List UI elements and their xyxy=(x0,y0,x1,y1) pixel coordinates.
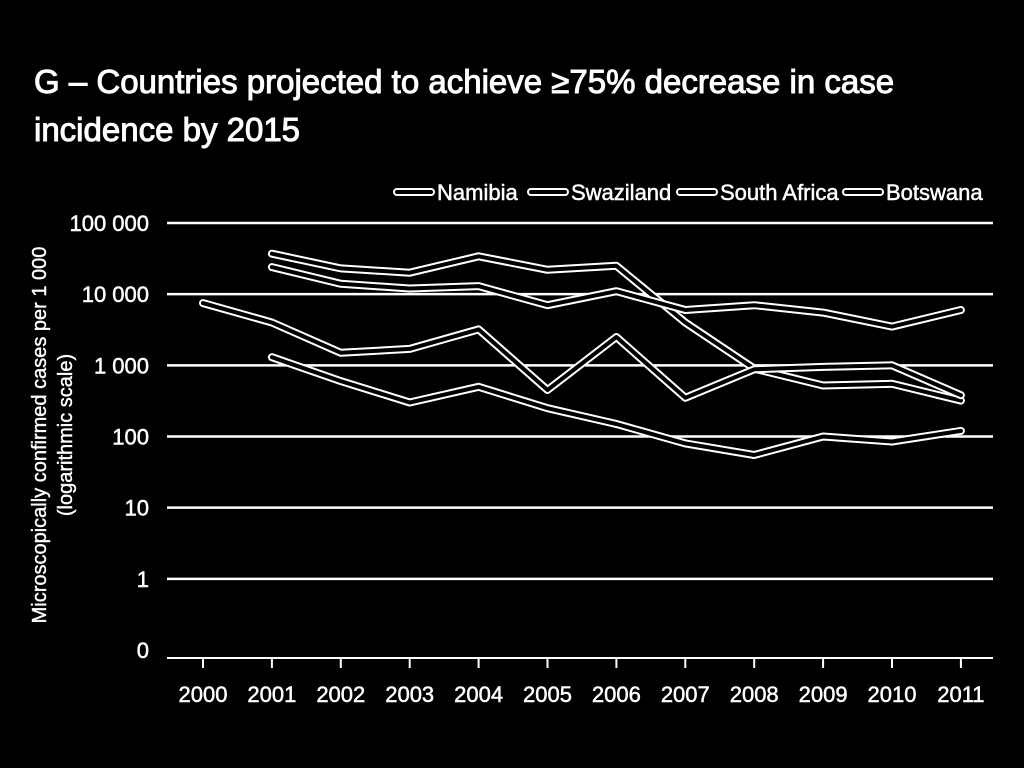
legend-item: Namibia xyxy=(393,180,519,205)
series-south-africa xyxy=(267,353,965,459)
series-botswana xyxy=(199,299,965,402)
x-tick-label: 2007 xyxy=(661,682,710,707)
y-tick-label: 100 000 xyxy=(69,211,149,236)
legend-label: Botswana xyxy=(886,180,983,205)
legend-label: South Africa xyxy=(720,180,839,205)
x-tick-label: 2010 xyxy=(868,682,917,707)
x-axis xyxy=(167,657,993,668)
x-tick-label: 2000 xyxy=(179,682,228,707)
legend-item: Botswana xyxy=(842,180,984,205)
x-tick-label: 2006 xyxy=(592,682,641,707)
x-tick-label: 2005 xyxy=(523,682,572,707)
legend: Namibia Swaziland South Africa Botswana xyxy=(393,180,984,205)
y-axis-label-line-1: Microscopically confirmed cases per 1 00… xyxy=(29,247,51,624)
y-tick-label: 1 xyxy=(137,567,149,592)
y-tick-label: 1 000 xyxy=(94,353,149,378)
x-tick-label: 2004 xyxy=(454,682,503,707)
x-tick-labels: 2000 2001 2002 2003 2004 2005 2006 2007 2008 2009… xyxy=(178,682,985,708)
x-tick-label: 2009 xyxy=(799,682,848,707)
y-tick-labels: 0 1 10 100 1 000 10 000 100 000 xyxy=(69,211,149,664)
series-namibia xyxy=(267,249,965,405)
y-axis-label-line-2: (logarithmic scale) xyxy=(55,354,77,516)
legend-item: South Africa xyxy=(676,180,840,205)
x-tick-label: 2008 xyxy=(730,682,779,707)
x-tick-label: 2011 xyxy=(937,682,984,707)
chart-title: G – Countries projected to achieve ≥75% … xyxy=(34,63,895,149)
legend-label: Namibia xyxy=(437,180,518,205)
y-tick-label: 10 000 xyxy=(82,282,149,307)
legend-item: Swaziland xyxy=(527,180,672,205)
x-tick-label: 2003 xyxy=(385,682,434,707)
y-tick-label: 0 xyxy=(137,638,149,663)
series-swaziland xyxy=(267,263,965,331)
y-tick-label: 100 xyxy=(112,425,149,450)
series-lines xyxy=(199,249,965,459)
x-tick-label: 2001 xyxy=(247,682,296,707)
x-tick-label: 2002 xyxy=(316,682,365,707)
y-tick-label: 10 xyxy=(125,496,149,521)
grid-lines xyxy=(167,221,993,581)
legend-label: Swaziland xyxy=(571,180,671,205)
